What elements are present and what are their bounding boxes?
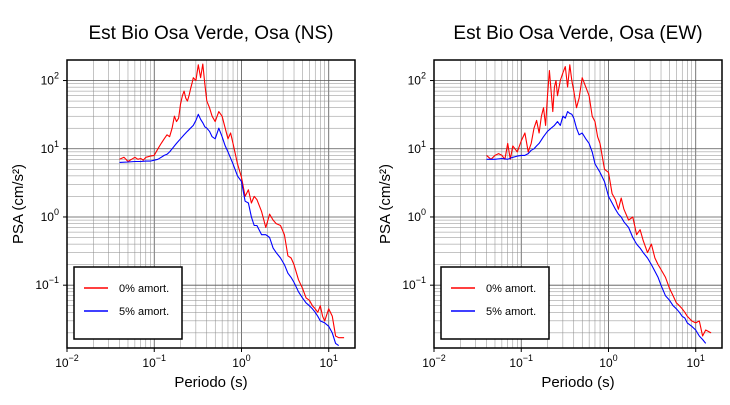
chart-1-y-tick-label: 10−1: [35, 275, 59, 292]
chart-1-y-tick-label: 101: [41, 139, 59, 156]
chart-1-x-tick-label: 10−1: [142, 353, 166, 370]
chart-1-x-axis-label: Periodo (s): [174, 374, 247, 391]
chart-2-legend-label: 0% amort.: [486, 283, 536, 295]
chart-2-legend: 0% amort. 5% amort.: [440, 266, 550, 340]
chart-1-legend: 0% amort. 5% amort.: [73, 266, 183, 340]
chart-2-y-axis-label: PSA (cm/s²): [377, 164, 394, 244]
chart-1-title: Est Bio Osa Verde, Osa (NS): [89, 23, 334, 44]
chart-1-series-amort-5: [119, 113, 340, 347]
chart-1: Est Bio Osa Verde, Osa (NS) 10−2 10−1 100 10…: [10, 23, 356, 391]
chart-2-plot-frame: [433, 59, 723, 349]
chart-2-grid: [434, 60, 722, 348]
chart-2-x-tick-label: 101: [687, 353, 705, 370]
chart-1-y-axis-label: PSA (cm/s²): [10, 164, 27, 244]
chart-1-x-tick-label: 100: [232, 353, 250, 370]
chart-2: Est Bio Osa Verde, Osa (EW) 10−2 10−1 100 10…: [377, 23, 723, 391]
chart-1-x-tick-label: 10−2: [55, 353, 79, 370]
chart-1-legend-label: 0% amort.: [119, 283, 169, 295]
chart-2-y-tick-label: 10−1: [402, 275, 426, 292]
chart-2-x-axis-label: Periodo (s): [541, 374, 614, 391]
chart-2-series-amort-5: [486, 111, 707, 344]
chart-2-y-tick-label: 100: [408, 207, 426, 224]
chart-1-legend-box: [73, 266, 183, 340]
chart-2-y-tick-label: 101: [408, 139, 426, 156]
chart-2-title: Est Bio Osa Verde, Osa (EW): [453, 23, 702, 44]
chart-1-y-tick-label: 102: [41, 71, 59, 88]
chart-2-x-tick-label: 10−2: [422, 353, 446, 370]
chart-2-x-tick-label: 100: [599, 353, 617, 370]
chart-2-x-tick-label: 10−1: [509, 353, 533, 370]
chart-1-x-tick-label: 101: [320, 353, 338, 370]
chart-2-legend-label: 5% amort.: [486, 306, 536, 318]
chart-1-series-amort-0: [119, 63, 345, 339]
chart-2-legend-box: [440, 266, 550, 340]
chart-2-series-amort-0: [486, 64, 712, 337]
chart-1-plot-frame: [66, 59, 356, 349]
chart-2-y-tick-label: 102: [408, 71, 426, 88]
chart-1-legend-label: 5% amort.: [119, 306, 169, 318]
chart-1-y-tick-label: 100: [41, 207, 59, 224]
